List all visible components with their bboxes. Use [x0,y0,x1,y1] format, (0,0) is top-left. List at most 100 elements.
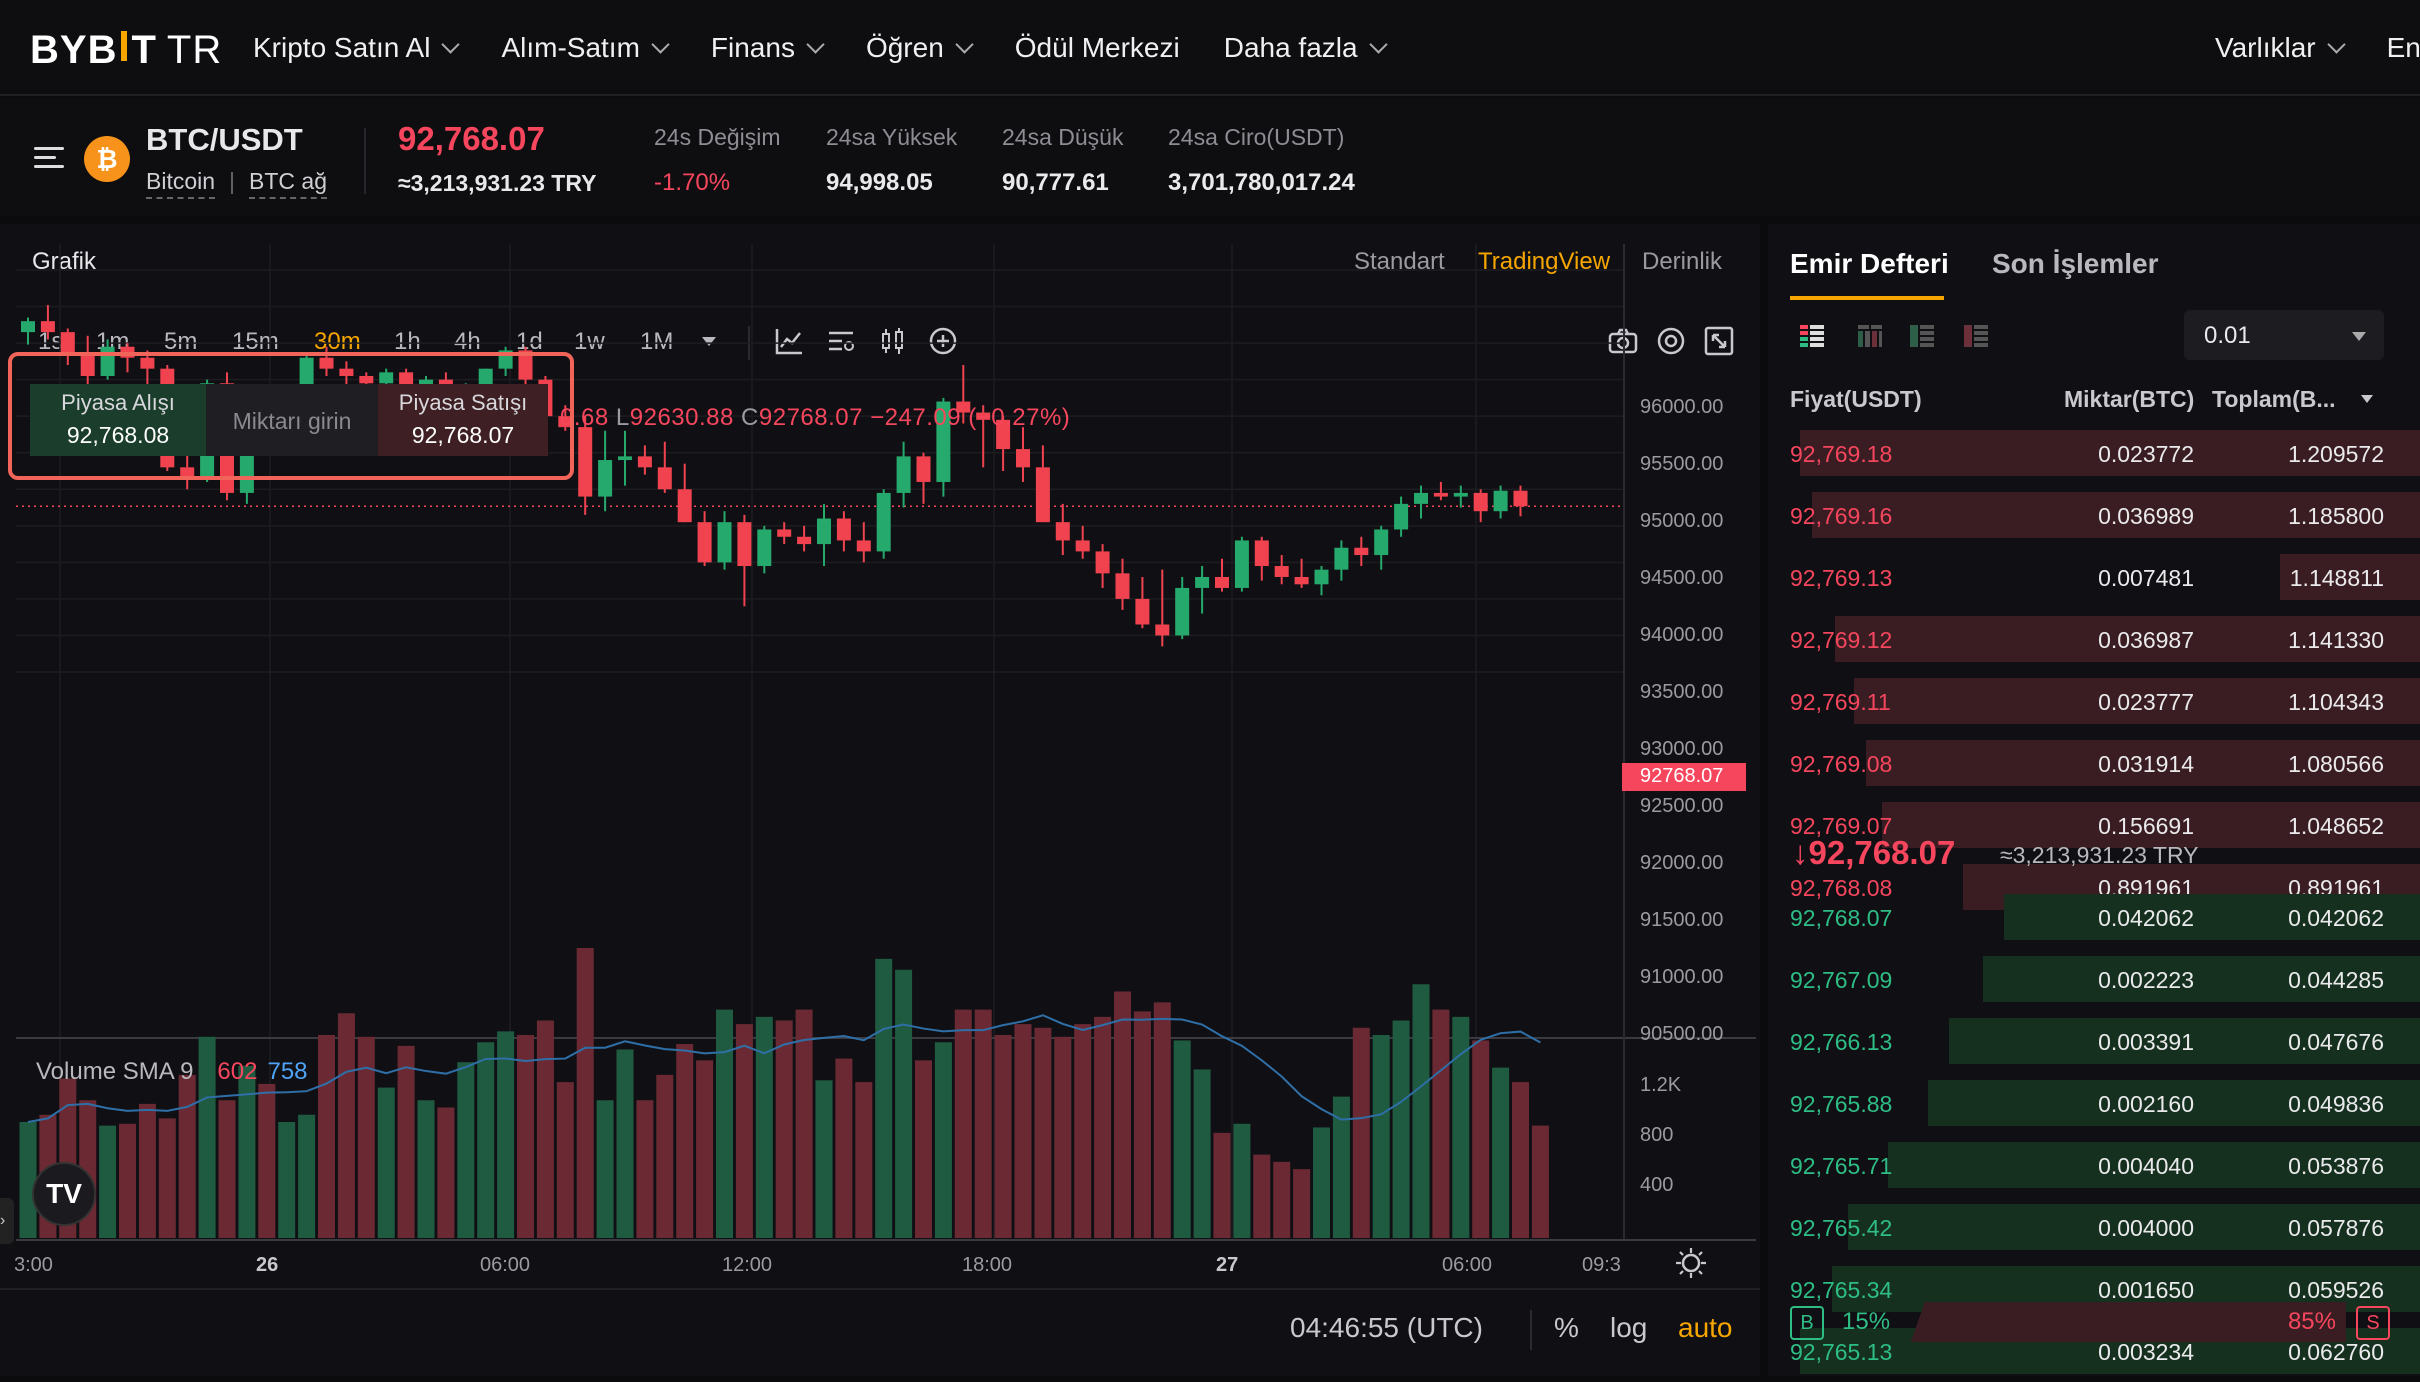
nav-learn[interactable]: Öğren [865,32,974,64]
nav-trade[interactable]: Alım-Satım [501,32,670,64]
row-amount: 0.036989 [2098,503,2194,529]
caret-down-icon[interactable] [2358,392,2376,406]
row-total: 1.148811 [2289,565,2384,591]
volume-bar [556,1082,574,1238]
bid-row[interactable]: 92,765.88 0.002160 0.049836 [1768,1080,2420,1126]
candle-body [80,354,95,376]
bid-row[interactable]: 92,768.07 0.042062 0.042062 [1768,894,2420,940]
price-tick: 95500.00 [1640,453,1724,475]
buy-label: Piyasa Alışı [61,390,175,415]
coin-name-link[interactable]: Bitcoin [146,168,216,199]
price-tick: 93500.00 [1640,681,1724,703]
nav-right: Varlıklar En [2215,0,2420,96]
logo-bar [121,31,128,61]
buy-price: 92,768.08 [66,422,170,448]
ask-row[interactable]: 92,769.12 0.036987 1.141330 [1768,616,2420,662]
volume-bar [198,1036,216,1238]
tab-order-book[interactable]: Emir Defteri [1790,248,1949,279]
ask-row[interactable]: 92,769.07 0.156691 1.048652 [1768,802,2420,848]
tf-5m[interactable]: 5m [164,328,198,355]
indicators-icon[interactable] [824,324,858,358]
tf-30m[interactable]: 30m [314,328,361,355]
book-both-view-icon[interactable] [1798,322,1826,350]
book-columns-view-icon[interactable] [1856,322,1884,350]
volume-bar [1034,1027,1052,1238]
log-scale-button[interactable]: log [1610,1312,1648,1343]
tf-1s[interactable]: 1s [38,328,64,355]
tf-1h[interactable]: 1h [394,328,421,355]
volume-bar [357,1036,375,1238]
ask-row[interactable]: 92,769.13 0.007481 1.148811 [1768,554,2420,600]
bid-row[interactable]: 92,765.71 0.004040 0.053876 [1768,1142,2420,1188]
ohlc-legend: 0.68 L92630.88 C92768.07 −247.09 (−0.27%… [560,404,1070,432]
row-price: 92,769.11 [1790,689,1891,715]
row-price: 92,767.09 [1790,967,1893,993]
nav-lang[interactable]: En [2387,32,2420,64]
ask-row[interactable]: 92,769.16 0.036989 1.185800 [1768,492,2420,538]
settings-gear-icon[interactable] [1654,324,1688,358]
add-plus-icon[interactable] [926,324,960,358]
tf-4h[interactable]: 4h [454,328,481,355]
volume-tick: 1.2K [1640,1074,1682,1096]
ask-row[interactable]: 92,769.08 0.031914 1.080566 [1768,740,2420,786]
candle-body [817,518,831,545]
sun-settings-icon[interactable] [1674,1246,1708,1280]
sell-ratio: 85% [2287,1308,2336,1335]
bid-row[interactable]: 92,765.42 0.004000 0.057876 [1768,1204,2420,1250]
tradingview-logo-icon[interactable]: TV [32,1162,96,1226]
nav-label: Varlıklar [2215,32,2316,63]
candle-body [598,460,613,497]
volume-bar [437,1107,455,1238]
candles-settings-icon[interactable] [876,324,910,358]
header-price: Fiyat(USDT) [1790,386,1922,412]
nav-more[interactable]: Daha fazla [1224,32,1388,64]
row-amount: 0.156691 [2098,813,2194,839]
market-sell-button[interactable]: Piyasa Satışı 92,768.07 [378,384,548,456]
volume-bar [994,1035,1012,1238]
network-link[interactable]: BTC ağ [249,168,328,199]
utc-clock[interactable]: 04:46:55 (UTC) [1290,1312,1483,1343]
row-total: 0.049836 [2288,1091,2384,1117]
row-amount: 0.031914 [2098,751,2194,777]
ask-row[interactable]: 92,769.11 0.023777 1.104343 [1768,678,2420,724]
bid-row[interactable]: 92,766.13 0.003391 0.047676 [1768,1018,2420,1064]
row-amount: 0.007481 [2098,565,2194,591]
main-nav: Kripto Satın Al Alım-Satım Finans Öğren … [253,0,1429,96]
percent-scale-button[interactable]: % [1554,1312,1579,1343]
hamburger-menu-icon[interactable] [34,145,64,171]
tf-15m[interactable]: 15m [232,328,279,355]
ask-row[interactable]: 92,769.18 0.023772 1.209572 [1768,430,2420,476]
row-total: 1.104343 [2288,689,2384,715]
book-asks-view-icon[interactable] [1962,322,1990,350]
tab-depth[interactable]: Derinlik [1642,248,1723,275]
candle-body [1175,587,1190,636]
depth-bar [1887,1142,2420,1188]
precision-select[interactable]: 0.01 [2184,310,2384,360]
candle-body [1334,547,1349,570]
pair-name[interactable]: BTC/USDT [146,122,303,157]
auto-scale-button[interactable]: auto [1678,1312,1733,1343]
nav-buy-crypto[interactable]: Kripto Satın Al [253,32,461,64]
nav-finance[interactable]: Finans [711,32,825,64]
depth-bar [1982,956,2420,1002]
tf-1M[interactable]: 1M [640,328,674,355]
bid-row[interactable]: 92,767.09 0.002223 0.044285 [1768,956,2420,1002]
candle-body [1035,467,1050,523]
amount-input[interactable]: Miktarı girin [206,384,378,456]
row-amount: 0.001650 [2098,1277,2194,1303]
fullscreen-icon[interactable] [1702,324,1736,358]
tf-1w[interactable]: 1w [574,328,605,355]
timeframe-dropdown-icon[interactable] [692,324,726,358]
candle-body [1473,492,1488,512]
tab-recent-trades[interactable]: Son İşlemler [1992,248,2159,279]
chevron-down-icon [651,34,670,54]
market-buy-button[interactable]: Piyasa Alışı 92,768.08 [30,384,206,456]
bybit-logo[interactable]: BYB T TR [30,28,222,72]
nav-label: Öğren [865,32,944,63]
nav-assets[interactable]: Varlıklar [2215,32,2346,64]
expand-toolbar-icon[interactable]: › [0,1198,14,1244]
price-tick: 91500.00 [1640,909,1724,931]
nav-rewards[interactable]: Ödül Merkezi [1015,32,1180,64]
header-total[interactable]: Toplam(B... [2212,386,2336,412]
book-bids-view-icon[interactable] [1908,322,1936,350]
